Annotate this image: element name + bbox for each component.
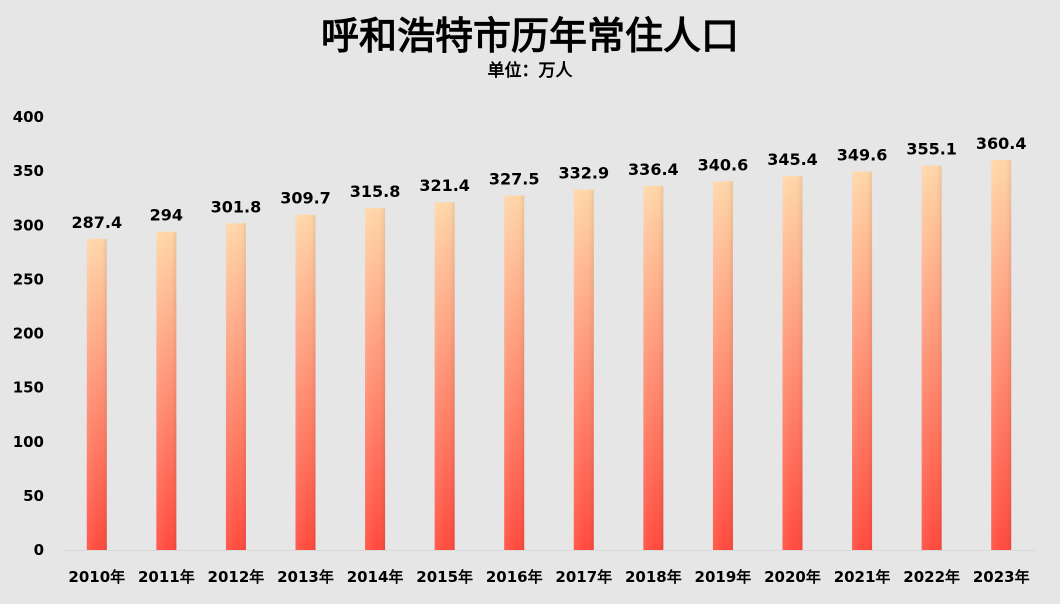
bar-shading — [156, 231, 177, 550]
y-tick-label: 300 — [13, 216, 44, 234]
data-label: 321.4 — [419, 176, 470, 195]
data-labels: 287.4 294 301.8 309.7 315.8 321.4 327.5 332.9 33… — [71, 134, 1026, 232]
y-tick-label: 250 — [13, 270, 44, 288]
data-label: 340.6 — [698, 155, 749, 174]
data-label: 336.4 — [628, 160, 679, 179]
data-label: 345.4 — [767, 150, 818, 169]
x-tick-label: 2019年 — [695, 568, 752, 586]
data-label: 332.9 — [558, 164, 609, 183]
chart-subtitle: 单位：万人 — [487, 61, 573, 81]
y-tick-label: 200 — [13, 325, 44, 343]
bar-group — [156, 231, 177, 550]
y-axis: 0 50 100 150 200 250 300 350 400 — [13, 108, 44, 559]
bar-shading — [295, 214, 316, 550]
bar-shading — [365, 208, 386, 551]
bar-group — [643, 185, 664, 551]
data-label: 349.6 — [837, 146, 888, 165]
bar-series — [86, 159, 1012, 551]
bar-shading — [991, 159, 1012, 550]
data-label: 355.1 — [906, 140, 957, 159]
data-label: 301.8 — [211, 197, 262, 216]
bar-group — [712, 181, 733, 550]
x-tick-label: 2021年 — [834, 568, 891, 586]
bar-shading — [504, 195, 525, 550]
x-tick-label: 2020年 — [764, 568, 821, 586]
x-tick-label: 2016年 — [486, 568, 543, 586]
y-tick-label: 100 — [13, 433, 44, 451]
data-label: 309.7 — [280, 189, 331, 208]
bar-group — [86, 238, 107, 550]
x-tick-label: 2013年 — [277, 568, 334, 586]
data-label: 360.4 — [976, 134, 1027, 153]
bar-group — [573, 189, 594, 551]
y-tick-label: 400 — [13, 108, 44, 126]
x-tick-label: 2018年 — [625, 568, 682, 586]
x-tick-label: 2014年 — [347, 568, 404, 586]
y-tick-label: 50 — [23, 487, 44, 505]
bar-shading — [921, 165, 942, 550]
bar-group — [852, 171, 873, 551]
x-tick-label: 2022年 — [903, 568, 960, 586]
x-tick-label: 2011年 — [138, 568, 195, 586]
x-tick-label: 2010年 — [68, 568, 125, 586]
data-label: 294 — [150, 206, 183, 225]
bar-group — [504, 195, 525, 550]
bar-group — [295, 214, 316, 550]
bar-group — [991, 159, 1012, 550]
bar-shading — [852, 171, 873, 551]
x-tick-label: 2023年 — [973, 568, 1030, 586]
bar-shading — [643, 185, 664, 551]
bar-group — [365, 208, 386, 551]
x-tick-label: 2015年 — [416, 568, 473, 586]
y-tick-label: 0 — [34, 541, 44, 559]
bar-shading — [86, 238, 107, 550]
x-tick-label: 2012年 — [208, 568, 265, 586]
chart-title: 呼和浩特市历年常住人口 — [320, 14, 739, 58]
x-axis: 2010年 2011年 2012年 2013年 2014年 2015年 2016年 2017年… — [62, 550, 1036, 586]
y-tick-label: 150 — [13, 379, 44, 397]
y-tick-label: 350 — [13, 162, 44, 180]
data-label: 327.5 — [489, 169, 540, 188]
data-label: 287.4 — [71, 213, 122, 232]
data-label: 315.8 — [350, 182, 401, 201]
bar-shading — [434, 202, 455, 550]
bar-shading — [225, 223, 246, 550]
bar-shading — [712, 181, 733, 550]
bar-shading — [573, 189, 594, 551]
bar-group — [225, 223, 246, 550]
bar-group — [921, 165, 942, 550]
bar-shading — [782, 176, 803, 551]
bar-group — [434, 202, 455, 550]
x-tick-label: 2017年 — [555, 568, 612, 586]
bar-group — [782, 176, 803, 551]
